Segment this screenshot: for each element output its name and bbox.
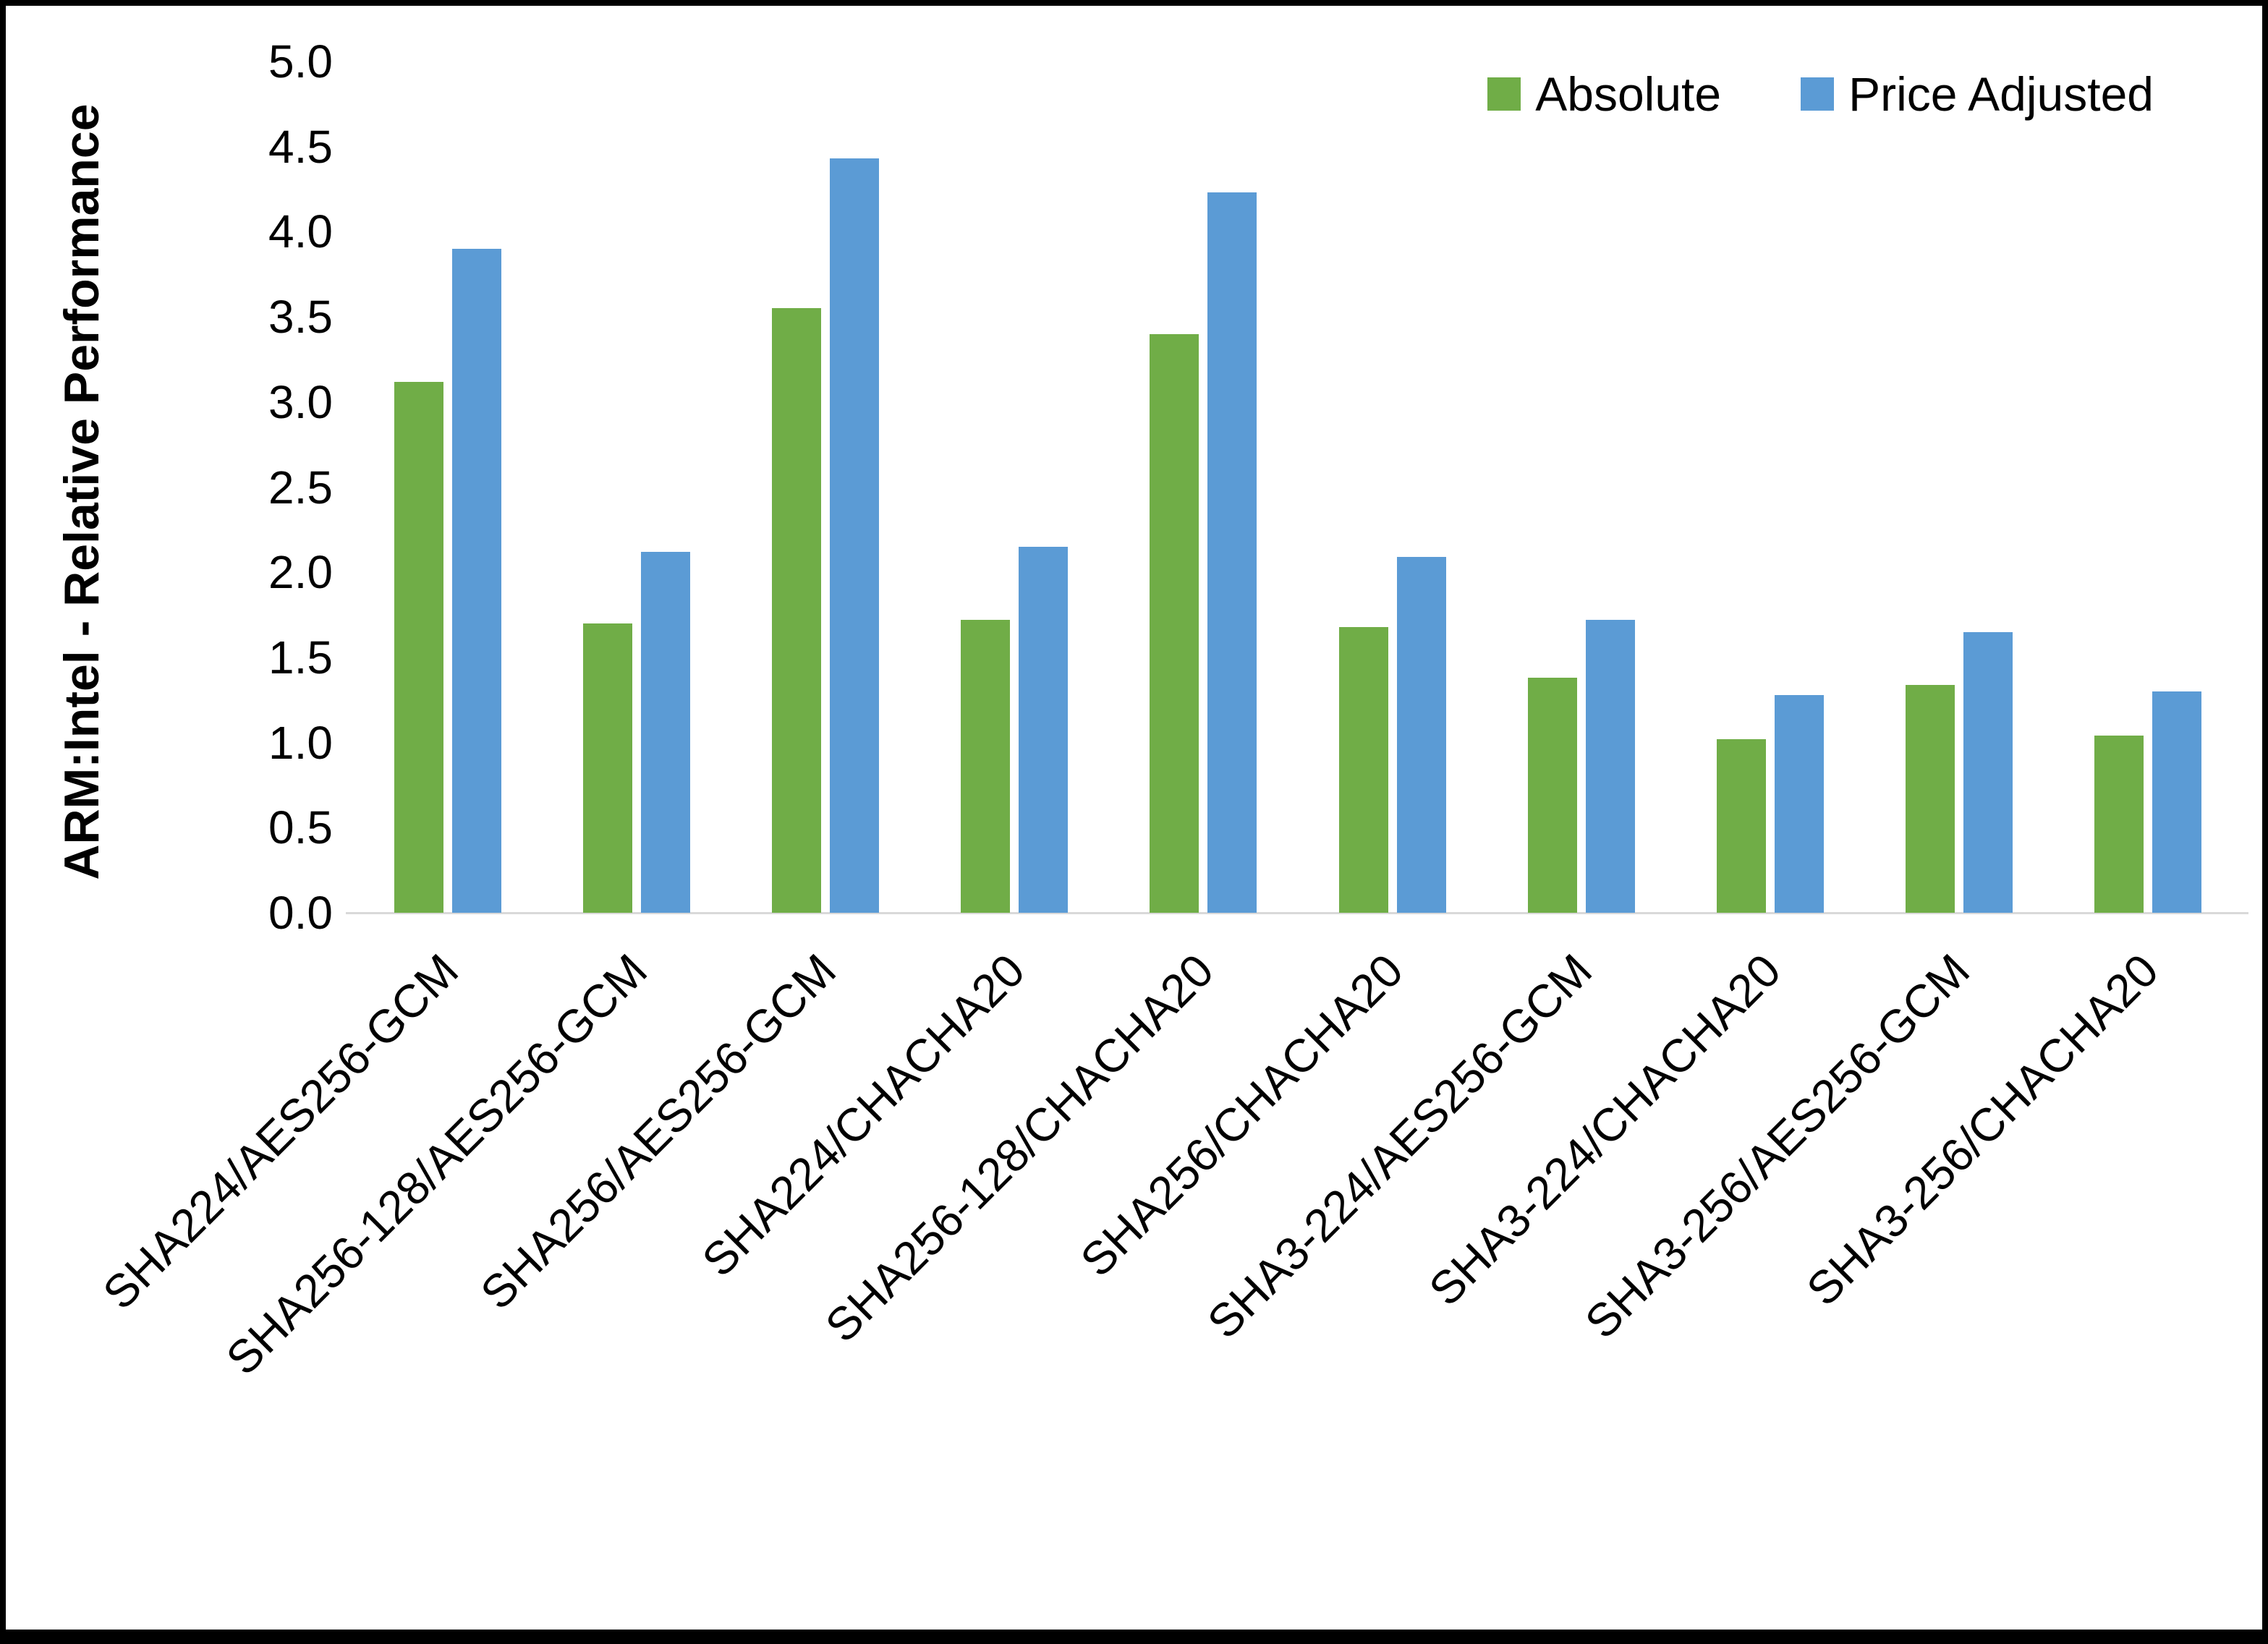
legend-item-price-adjusted: Price Adjusted (1801, 67, 2154, 122)
legend-item-absolute: Absolute (1487, 67, 1721, 122)
bar-absolute (1150, 333, 1199, 913)
y-tick-label: 5.0 (268, 35, 333, 88)
y-axis-title: ARM:Intel - Relative Performance (54, 103, 109, 880)
bar-absolute (394, 381, 443, 913)
legend: Absolute Price Adjusted (1487, 67, 2154, 122)
y-tick-label: 1.0 (268, 716, 333, 769)
bar-absolute (2094, 736, 2144, 913)
bar-price-adjusted (451, 248, 501, 913)
legend-swatch-icon (1487, 77, 1521, 111)
bar-absolute (1906, 684, 1955, 913)
bar-price-adjusted (1207, 192, 1257, 913)
y-tick-label: 2.5 (268, 461, 333, 514)
y-tick-label: 1.5 (268, 631, 333, 683)
x-axis-label: SHA224/AES256-GCM (92, 944, 468, 1319)
bar-absolute (1717, 738, 1766, 913)
bar-price-adjusted (640, 551, 690, 913)
x-axis-line (346, 912, 2248, 914)
y-tick-label: 0.0 (268, 887, 333, 939)
y-tick-label: 4.5 (268, 120, 333, 173)
bar-absolute (1527, 678, 1577, 913)
bar-price-adjusted (1963, 631, 2013, 913)
bar-absolute (961, 620, 1011, 913)
y-tick-label: 2.0 (268, 546, 333, 599)
bar-absolute (582, 623, 632, 913)
y-tick-label: 3.0 (268, 375, 333, 428)
legend-swatch-icon (1801, 77, 1835, 111)
y-tick-label: 3.5 (268, 291, 333, 344)
bar-price-adjusted (1396, 557, 1446, 913)
bar-absolute (772, 308, 821, 913)
legend-label: Absolute (1535, 67, 1722, 121)
bar-price-adjusted (1019, 546, 1069, 913)
y-tick-label: 0.5 (268, 801, 333, 854)
bar-price-adjusted (2152, 691, 2202, 913)
bar-absolute (1338, 626, 1388, 913)
bar-price-adjusted (1775, 694, 1824, 913)
legend-label: Price Adjusted (1848, 67, 2154, 121)
bar-price-adjusted (830, 158, 879, 913)
bar-price-adjusted (1585, 620, 1635, 913)
y-tick-label: 4.0 (268, 205, 333, 258)
